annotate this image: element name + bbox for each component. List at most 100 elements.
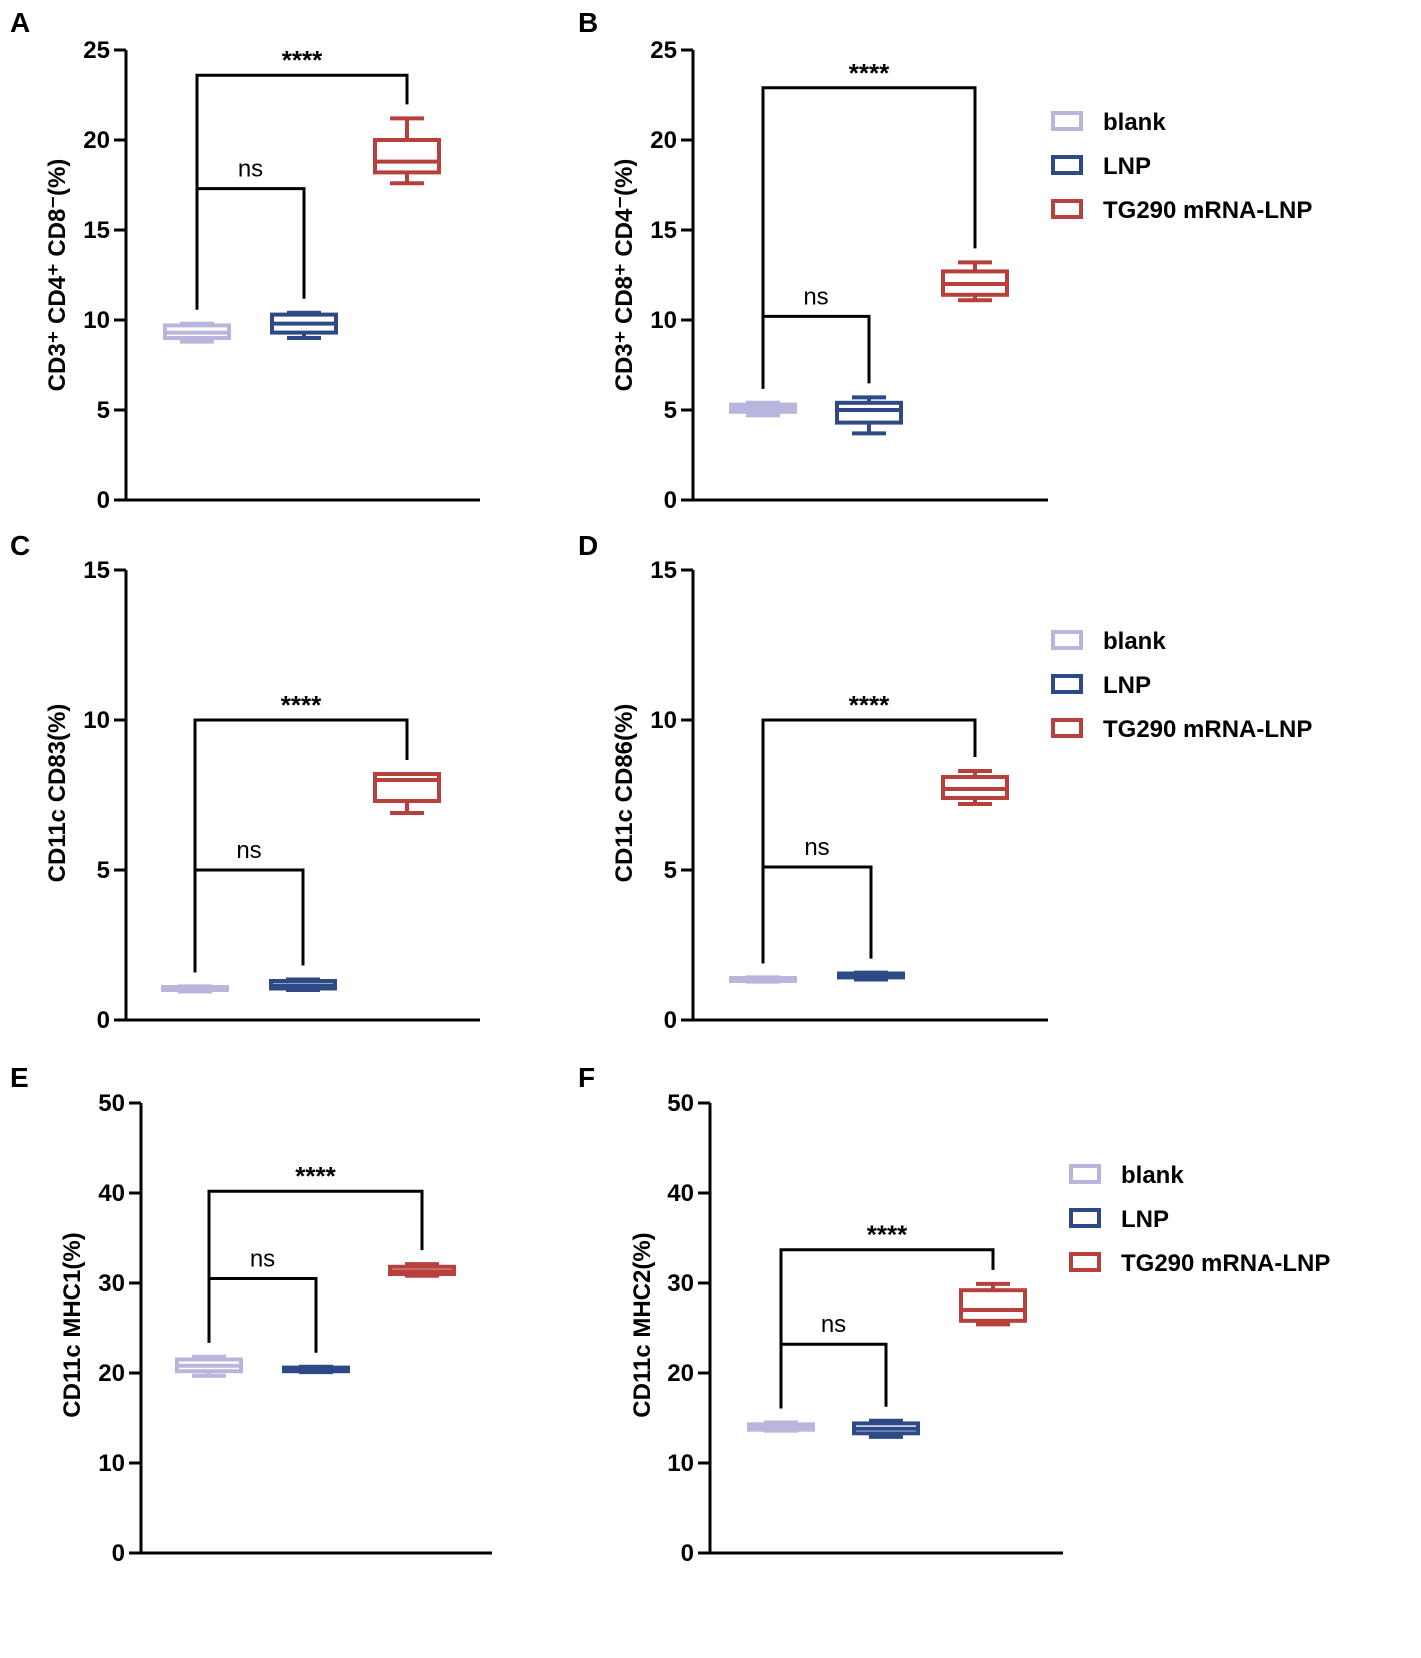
y-tick-label: 30 bbox=[667, 1270, 694, 1297]
y-axis-title: CD11c MHC1(%) bbox=[59, 1232, 86, 1417]
y-tick-label: 0 bbox=[112, 1540, 125, 1567]
legend-label: blank bbox=[1103, 628, 1166, 655]
y-tick-label: 30 bbox=[98, 1270, 125, 1297]
y-tick-label: 0 bbox=[681, 1540, 694, 1567]
legend: blank LNP TG290 mRNA-LNP bbox=[1069, 1162, 1330, 1277]
legend-label: blank bbox=[1103, 109, 1166, 136]
box-lnp bbox=[270, 310, 338, 340]
significance-bracket bbox=[779, 1342, 888, 1409]
box-lnp bbox=[837, 970, 905, 982]
y-tick-label: 15 bbox=[83, 217, 110, 244]
box-blank bbox=[175, 1354, 243, 1378]
legend-swatch bbox=[1051, 199, 1083, 219]
y-tick-label: 10 bbox=[98, 1450, 125, 1477]
legend-label: LNP bbox=[1121, 1206, 1169, 1233]
significance-stars-label: **** bbox=[849, 690, 890, 720]
box-lnp bbox=[835, 395, 903, 436]
iqr-box bbox=[959, 1288, 1027, 1323]
significance-ns-label: ns bbox=[804, 834, 829, 861]
y-tick-label: 20 bbox=[98, 1360, 125, 1387]
box-tg290-mrna-lnp bbox=[959, 1281, 1027, 1327]
y-tick-label: 10 bbox=[667, 1450, 694, 1477]
y-tick-label: 25 bbox=[83, 37, 110, 64]
significance-bracket bbox=[761, 718, 977, 964]
y-axis-title: CD3⁺ CD8⁺ CD4⁻(%) bbox=[611, 159, 638, 392]
iqr-box bbox=[835, 400, 903, 425]
panel-e: E 0 10 20 30 40 50 CD11c MHC1(%) ns **** bbox=[10, 1062, 492, 1567]
significance-bracket bbox=[207, 1277, 318, 1353]
significance-bracket bbox=[207, 1189, 424, 1343]
y-tick-label: 20 bbox=[83, 127, 110, 154]
significance-ns-label: ns bbox=[238, 156, 263, 183]
significance-ns-label: ns bbox=[250, 1246, 275, 1273]
box-tg290-mrna-lnp bbox=[941, 769, 1009, 806]
legend-swatch bbox=[1069, 1252, 1101, 1272]
panel-letter: D bbox=[578, 530, 598, 561]
box-tg290-mrna-lnp bbox=[388, 1262, 456, 1278]
y-tick-label: 10 bbox=[83, 307, 110, 334]
y-axis-title: CD11c CD83(%) bbox=[44, 704, 71, 883]
legend-label: blank bbox=[1121, 1162, 1184, 1189]
legend-swatch bbox=[1051, 630, 1083, 650]
significance-bracket bbox=[761, 865, 873, 964]
legend-swatch bbox=[1069, 1208, 1101, 1228]
y-tick-label: 15 bbox=[650, 557, 677, 584]
y-axis-title: CD11c MHC2(%) bbox=[629, 1232, 656, 1417]
box-lnp bbox=[282, 1364, 350, 1375]
panel-letter: F bbox=[578, 1062, 595, 1093]
legend-swatch bbox=[1069, 1164, 1101, 1184]
significance-stars-label: **** bbox=[867, 1220, 908, 1250]
legend-swatch bbox=[1051, 674, 1083, 694]
y-tick-label: 5 bbox=[664, 397, 677, 424]
box-lnp bbox=[269, 977, 337, 992]
legend-swatch bbox=[1051, 718, 1083, 738]
y-axis-title: CD3⁺ CD4⁺ CD8⁻(%) bbox=[44, 159, 71, 392]
y-tick-label: 20 bbox=[667, 1360, 694, 1387]
significance-bracket bbox=[779, 1248, 995, 1409]
y-tick-label: 15 bbox=[650, 217, 677, 244]
legend-swatch bbox=[1051, 111, 1083, 131]
panel-letter: E bbox=[10, 1062, 29, 1093]
y-tick-label: 50 bbox=[667, 1090, 694, 1117]
box-blank bbox=[163, 321, 231, 344]
significance-bracket bbox=[195, 73, 409, 310]
panel-d: D 0 5 10 15 CD11c CD86(%) ns **** blank LNP TG290 … bbox=[578, 530, 1312, 1034]
y-tick-label: 50 bbox=[98, 1090, 125, 1117]
legend-label: LNP bbox=[1103, 153, 1151, 180]
y-tick-label: 5 bbox=[97, 397, 110, 424]
significance-stars-label: **** bbox=[849, 58, 890, 88]
y-tick-label: 10 bbox=[650, 307, 677, 334]
significance-bracket bbox=[761, 86, 977, 389]
legend-label: LNP bbox=[1103, 672, 1151, 699]
panel-letter: B bbox=[578, 7, 598, 38]
box-lnp bbox=[852, 1418, 920, 1439]
box-tg290-mrna-lnp bbox=[373, 116, 441, 186]
y-tick-label: 0 bbox=[664, 1007, 677, 1034]
box-tg290-mrna-lnp bbox=[941, 260, 1009, 303]
legend-label: TG290 mRNA-LNP bbox=[1121, 1250, 1330, 1277]
panel-c: C 0 5 10 15 CD11c CD83(%) ns **** bbox=[10, 530, 480, 1034]
box-blank bbox=[747, 1420, 815, 1433]
y-tick-label: 25 bbox=[650, 37, 677, 64]
legend-swatch bbox=[1051, 155, 1083, 175]
y-tick-label: 0 bbox=[664, 487, 677, 514]
significance-ns-label: ns bbox=[803, 283, 828, 310]
significance-ns-label: ns bbox=[821, 1311, 846, 1338]
significance-bracket bbox=[193, 718, 409, 973]
significance-bracket bbox=[195, 187, 306, 310]
panel-letter: A bbox=[10, 7, 30, 38]
y-axis-title: CD11c CD86(%) bbox=[611, 704, 638, 883]
y-tick-label: 0 bbox=[97, 487, 110, 514]
significance-stars-label: **** bbox=[295, 1161, 336, 1191]
significance-stars-label: **** bbox=[282, 45, 323, 75]
box-tg290-mrna-lnp bbox=[373, 772, 441, 815]
legend: blank LNP TG290 mRNA-LNP bbox=[1051, 628, 1312, 743]
y-tick-label: 15 bbox=[83, 557, 110, 584]
iqr-box bbox=[373, 138, 441, 175]
significance-ns-label: ns bbox=[236, 837, 261, 864]
y-tick-label: 10 bbox=[83, 707, 110, 734]
y-tick-label: 5 bbox=[664, 857, 677, 884]
y-tick-label: 10 bbox=[650, 707, 677, 734]
significance-bracket bbox=[761, 314, 871, 389]
